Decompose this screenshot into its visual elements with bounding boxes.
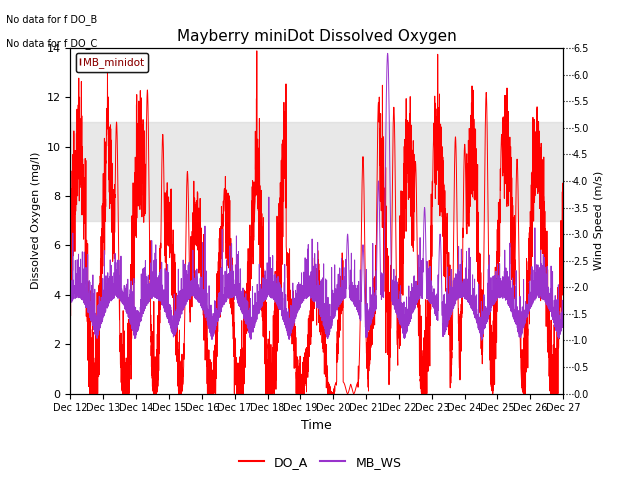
Text: No data for f DO_C: No data for f DO_C xyxy=(6,38,98,49)
X-axis label: Time: Time xyxy=(301,419,332,432)
Y-axis label: Wind Speed (m/s): Wind Speed (m/s) xyxy=(594,171,604,270)
Legend: DO_A, MB_WS: DO_A, MB_WS xyxy=(234,451,406,474)
Text: No data for f DO_B: No data for f DO_B xyxy=(6,14,98,25)
Title: Mayberry miniDot Dissolved Oxygen: Mayberry miniDot Dissolved Oxygen xyxy=(177,29,457,44)
Y-axis label: Dissolved Oxygen (mg/l): Dissolved Oxygen (mg/l) xyxy=(31,152,41,289)
Legend: MB_minidot: MB_minidot xyxy=(76,53,148,72)
Bar xyxy=(70,122,563,221)
